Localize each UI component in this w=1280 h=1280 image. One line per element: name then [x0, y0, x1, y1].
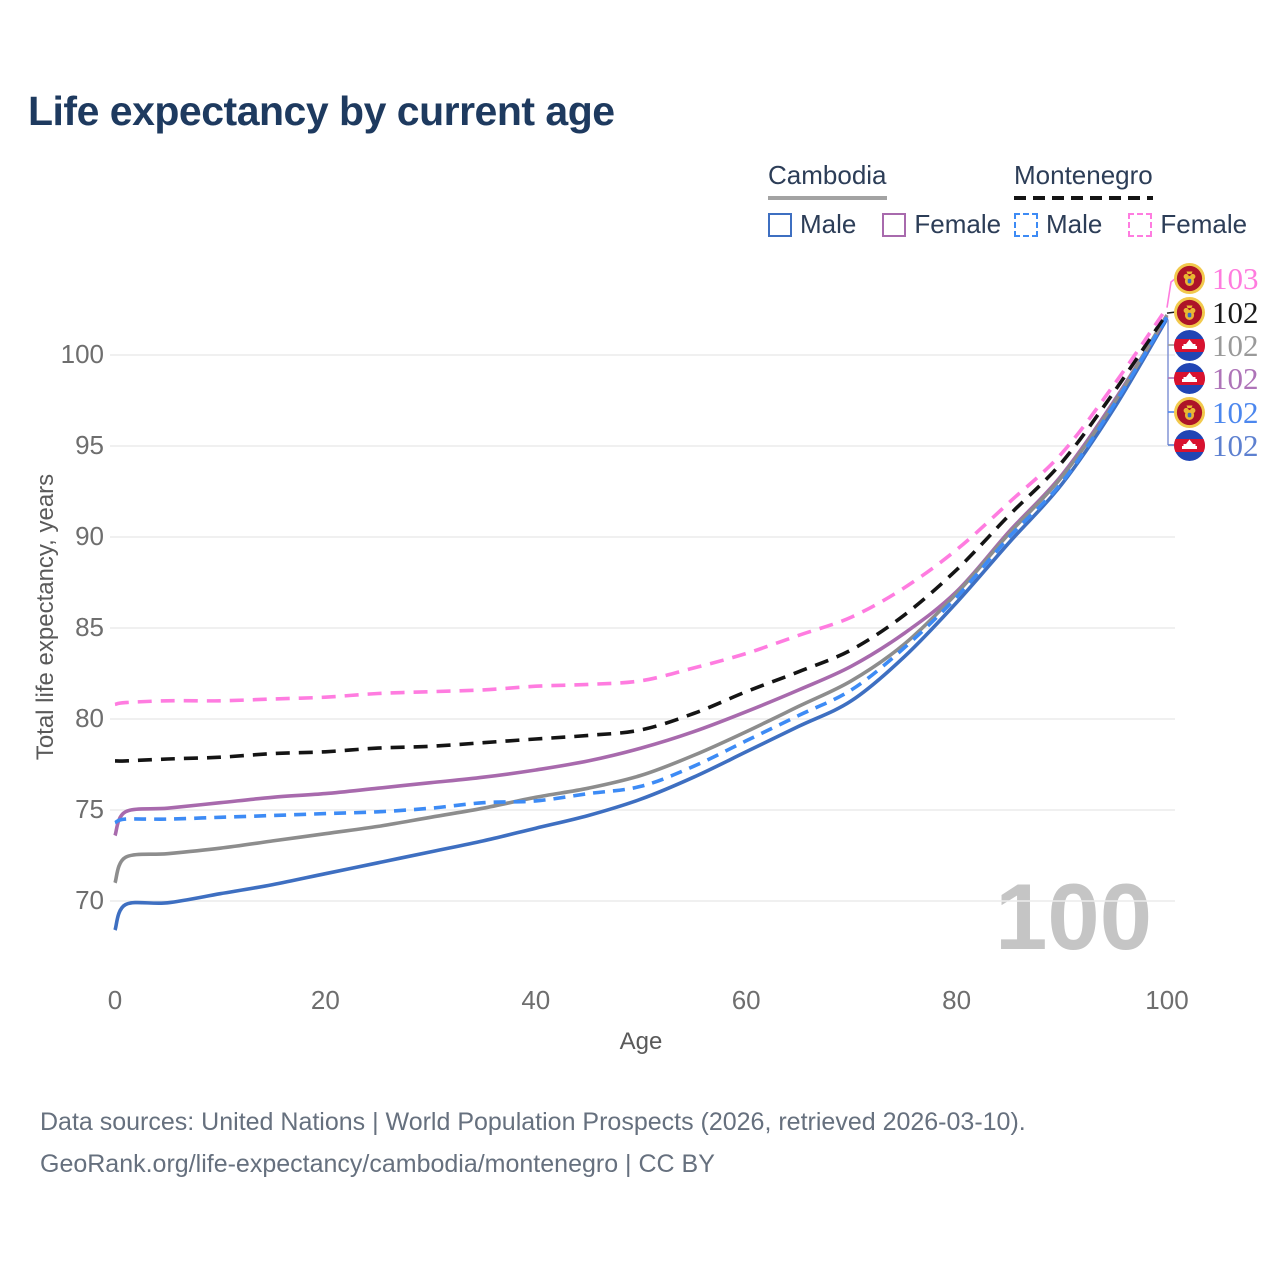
cambodia-flag-icon [1174, 329, 1205, 361]
end-label-cambodia-male[interactable]: 102 [1174, 428, 1259, 462]
legend-item-montenegro-female[interactable]: Female [1128, 209, 1247, 240]
x-tick-label-100: 100 [1145, 985, 1189, 1015]
end-label-value: 102 [1212, 394, 1259, 430]
legend-swatch-montenegro-female [1128, 212, 1153, 237]
legend-group-montenegro: Montenegro Male Female [1014, 160, 1247, 240]
series-line-cambodia-both[interactable] [113, 314, 1169, 884]
end-label-value: 102 [1212, 294, 1259, 330]
end-label-value: 103 [1212, 260, 1259, 296]
legend-country-label: Montenegro [1014, 160, 1153, 190]
cambodia-flag-icon [1174, 429, 1205, 461]
series-line-montenegro-female[interactable] [114, 306, 1169, 707]
y-tick-label-100: 100 [60, 339, 104, 369]
end-label-cambodia-female[interactable]: 102 [1174, 361, 1259, 395]
current-age-watermark: 100 [995, 864, 1152, 969]
series-line-cambodia-female[interactable] [113, 315, 1169, 837]
legend-item-montenegro-male[interactable]: Male [1014, 209, 1102, 240]
legend-item-label: Male [1046, 209, 1103, 239]
legend-item-cambodia-female[interactable]: Female [882, 209, 1001, 240]
x-tick-label-80: 80 [942, 985, 972, 1015]
legend-swatch-cambodia-male [768, 212, 792, 237]
series-line-montenegro-both[interactable] [114, 312, 1169, 763]
x-tick-label-0: 0 [107, 985, 123, 1015]
y-tick-label-70: 70 [75, 885, 104, 915]
end-label-montenegro-male[interactable]: 102 [1174, 395, 1259, 429]
end-label-montenegro-total[interactable]: 102 [1174, 295, 1259, 329]
end-label-value: 102 [1212, 427, 1259, 463]
legend-country-label: Cambodia [768, 160, 887, 190]
end-label-montenegro-female[interactable]: 103 [1174, 261, 1259, 295]
legend-item-label: Female [1160, 209, 1248, 239]
x-tick-label-40: 40 [521, 985, 551, 1015]
y-tick-label-90: 90 [75, 521, 104, 551]
legend-group-cambodia: Cambodia Male Female [768, 160, 1001, 240]
legend-item-cambodia-male[interactable]: Male [768, 209, 856, 240]
attribution-note: GeoRank.org/life-expectancy/cambodia/mon… [40, 1150, 715, 1178]
legend-linestyle-dashed-sample [1014, 196, 1153, 200]
y-tick-label-80: 80 [75, 703, 104, 733]
legend-item-label: Male [800, 209, 857, 239]
x-tick-label-60: 60 [731, 985, 761, 1015]
x-tick-label-20: 20 [310, 985, 340, 1015]
data-sources-note: Data sources: United Nations | World Pop… [40, 1108, 1026, 1136]
cambodia-flag-icon [1174, 362, 1205, 394]
end-label-value: 102 [1212, 327, 1259, 363]
series-line-montenegro-male[interactable] [114, 315, 1169, 825]
x-axis-title: Age [619, 1028, 663, 1055]
legend-linestyle-solid-sample [768, 196, 887, 200]
legend-swatch-montenegro-male [1014, 212, 1038, 237]
series-line-cambodia-male[interactable] [113, 317, 1169, 931]
end-label-cambodia-total[interactable]: 102 [1174, 328, 1259, 362]
legend-item-label: Female [914, 209, 1002, 239]
end-label-value: 102 [1212, 360, 1259, 396]
montenegro-flag-icon [1174, 296, 1205, 328]
y-tick-label-75: 75 [75, 794, 104, 824]
y-tick-label-85: 85 [75, 612, 104, 642]
legend-swatch-cambodia-female [882, 212, 907, 237]
y-tick-label-95: 95 [75, 430, 104, 460]
montenegro-flag-icon [1174, 396, 1205, 428]
chart-title: Life expectancy by current age [28, 88, 615, 134]
montenegro-flag-icon [1174, 262, 1205, 294]
